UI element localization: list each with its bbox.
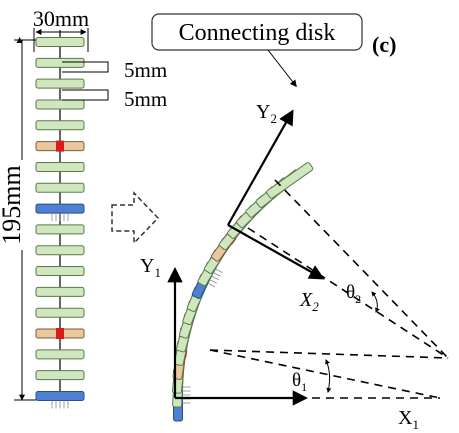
straight-disk-stack	[35, 37, 85, 409]
theta1-label: θ1	[292, 370, 307, 394]
straight-disk-green	[35, 286, 85, 297]
height-dimension-label: 195mm	[0, 165, 26, 244]
dash-line-1b	[209, 349, 441, 399]
bent-column	[171, 162, 314, 422]
x2-axis-label: X2	[299, 289, 319, 314]
straight-disk-blue	[35, 391, 85, 409]
spacing-callout-2: 5mm	[62, 87, 167, 111]
straight-disk-green	[35, 37, 85, 47]
straight-disk-green	[35, 349, 85, 360]
bent-disk-stack	[171, 162, 314, 422]
y1-axis-label: Y1	[140, 255, 161, 280]
straight-disk-green	[35, 245, 85, 256]
spacing-label-1: 5mm	[124, 58, 167, 82]
straight-disk-green	[35, 370, 85, 381]
transform-arrow	[111, 191, 160, 245]
width-dimension: 30mm	[33, 6, 89, 52]
dash-line-2a	[247, 227, 449, 359]
straight-disk-green	[35, 266, 85, 277]
panel-label: (c)	[372, 32, 396, 57]
straight-disk-green	[35, 57, 85, 68]
callout-label: Connecting disk	[179, 20, 336, 46]
width-dimension-label: 30mm	[33, 6, 89, 31]
straight-disk-green	[35, 78, 85, 89]
base-frame: Y1 X1	[140, 255, 419, 432]
theta2-angle: θ2	[346, 282, 380, 313]
connecting-disk-callout: Connecting disk	[151, 13, 363, 88]
straight-disk-green	[35, 161, 85, 172]
height-dimension: 195mm	[0, 37, 36, 401]
x1-axis-label: X1	[398, 407, 419, 432]
straight-disk-green	[35, 120, 85, 131]
dash-line-1a	[209, 349, 449, 359]
theta2-label: θ2	[346, 282, 361, 306]
straight-disk-green	[35, 99, 85, 110]
straight-disk-green	[35, 307, 85, 318]
marker	[56, 328, 64, 340]
straight-disk-green	[35, 224, 85, 235]
straight-column	[35, 30, 85, 409]
spacing-callout-1: 5mm	[62, 58, 167, 82]
bent-disk-green	[266, 162, 314, 199]
straight-disk-blue	[35, 203, 85, 222]
y2-axis-label: Y2	[256, 101, 277, 126]
straight-disk-green	[35, 182, 85, 193]
theta1-angle: θ1	[292, 359, 332, 394]
straight-disk-tan	[35, 140, 85, 152]
spacing-label-2: 5mm	[124, 87, 167, 111]
reference-lines	[200, 179, 449, 399]
marker	[56, 140, 64, 152]
dash-line-2b	[274, 179, 449, 359]
bending-frame: Y2 X2	[227, 101, 325, 314]
straight-disk-tan	[35, 328, 85, 340]
